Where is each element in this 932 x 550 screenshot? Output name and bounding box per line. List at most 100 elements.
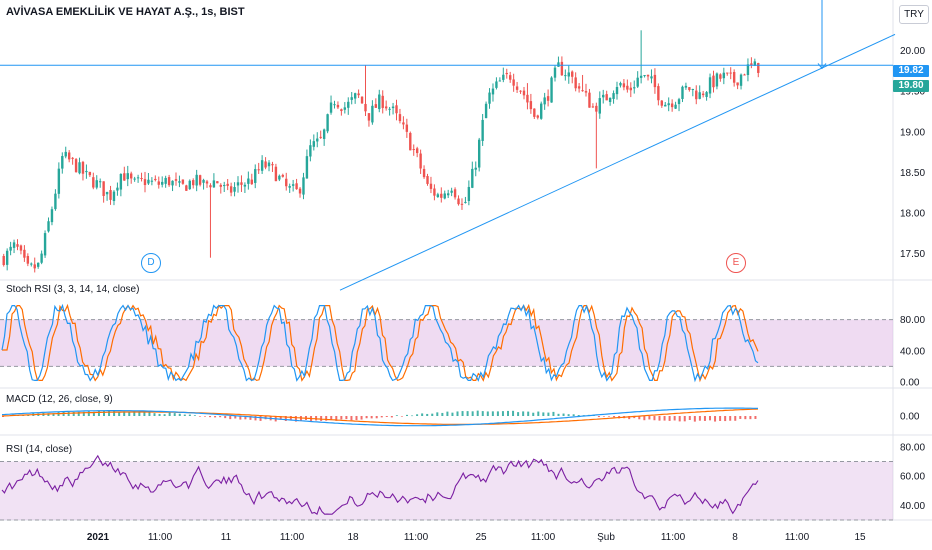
candle-body bbox=[581, 90, 584, 92]
macd-histogram-bar bbox=[87, 411, 90, 416]
candle-body bbox=[736, 82, 739, 86]
candle-body bbox=[12, 242, 16, 248]
time-axis-tick: Şub bbox=[597, 532, 615, 543]
macd-label[interactable]: MACD (12, 26, close, 9) bbox=[6, 394, 113, 405]
macd-histogram-bar bbox=[421, 413, 424, 416]
candle-body bbox=[712, 75, 715, 88]
candle-body bbox=[457, 198, 460, 205]
candle-body bbox=[205, 181, 209, 184]
time-axis-tick: 11:00 bbox=[148, 532, 173, 543]
macd-histogram-bar bbox=[542, 412, 545, 416]
candle-body bbox=[347, 101, 350, 108]
macd-histogram-bar bbox=[693, 416, 696, 422]
candle-body bbox=[681, 86, 684, 99]
macd-histogram-bar bbox=[416, 414, 419, 416]
macd-histogram-bar bbox=[254, 416, 257, 421]
macd-histogram-bar bbox=[385, 416, 388, 417]
time-axis-tick: 11:00 bbox=[404, 532, 429, 543]
candle-body bbox=[474, 167, 477, 170]
candle-body bbox=[471, 168, 474, 188]
candle-body bbox=[305, 156, 309, 179]
macd-histogram-bar bbox=[320, 416, 323, 421]
candle-body bbox=[546, 96, 550, 101]
macd-histogram-bar bbox=[567, 414, 570, 416]
time-axis-tick: 25 bbox=[475, 532, 487, 543]
macd-histogram-bar bbox=[729, 416, 732, 421]
candle-body bbox=[247, 178, 250, 184]
macd-histogram-bar bbox=[456, 411, 459, 416]
candle-body bbox=[109, 190, 112, 200]
candle-body bbox=[619, 82, 622, 86]
macd-histogram-bar bbox=[375, 416, 378, 419]
macd-histogram-bar bbox=[426, 413, 429, 416]
macd-histogram-bar bbox=[628, 416, 631, 420]
candle-body bbox=[550, 77, 553, 103]
candle-body bbox=[78, 162, 81, 174]
macd-histogram-bar bbox=[148, 412, 151, 416]
candle-body bbox=[281, 174, 285, 177]
candle-body bbox=[47, 221, 50, 232]
rsi-axis-tick: 80.00 bbox=[900, 442, 925, 453]
candle-body bbox=[157, 181, 160, 185]
candle-body bbox=[291, 184, 295, 186]
candle-body bbox=[95, 180, 98, 188]
stoch-rsi-label[interactable]: Stoch RSI (3, 3, 14, 14, close) bbox=[6, 284, 140, 295]
macd-histogram-bar bbox=[153, 413, 156, 416]
macd-histogram-bar bbox=[198, 416, 201, 417]
macd-histogram-bar bbox=[103, 410, 105, 416]
macd-histogram-bar bbox=[259, 416, 262, 421]
candle-body bbox=[50, 209, 54, 223]
macd-histogram-bar bbox=[602, 416, 605, 417]
macd-histogram-bar bbox=[466, 411, 469, 416]
macd-histogram-bar bbox=[471, 411, 474, 416]
candle-body bbox=[560, 61, 564, 76]
trendline bbox=[339, 33, 896, 291]
candle-body bbox=[533, 108, 536, 117]
candle-body bbox=[577, 86, 581, 89]
candles-group bbox=[2, 30, 760, 273]
macd-histogram-bar bbox=[724, 416, 727, 422]
candle-body bbox=[746, 64, 750, 76]
candle-body bbox=[412, 149, 415, 151]
candle-body bbox=[753, 61, 757, 66]
candle-body bbox=[405, 124, 409, 132]
candle-body bbox=[491, 88, 495, 95]
candle-body bbox=[391, 106, 395, 109]
candle-body bbox=[140, 178, 143, 180]
macd-histogram-bar bbox=[446, 411, 449, 416]
candle-body bbox=[154, 178, 157, 181]
candle-body bbox=[646, 74, 650, 77]
candle-body bbox=[739, 74, 743, 86]
macd-histogram-bar bbox=[703, 416, 706, 421]
macd-histogram-bar bbox=[517, 412, 520, 416]
candle-body bbox=[729, 72, 732, 74]
macd-histogram-bar bbox=[496, 411, 499, 416]
candle-body bbox=[643, 75, 646, 77]
candle-body bbox=[488, 92, 491, 104]
candle-body bbox=[639, 75, 643, 78]
candle-body bbox=[61, 156, 64, 169]
candle-body bbox=[267, 162, 271, 167]
currency-badge[interactable]: TRY bbox=[899, 5, 929, 24]
price-axis-tick: 19.00 bbox=[900, 127, 925, 138]
candle-body bbox=[633, 87, 636, 89]
candle-body bbox=[598, 98, 601, 114]
candle-body bbox=[164, 177, 167, 184]
time-axis-tick: 11:00 bbox=[531, 532, 556, 543]
event-badge-earnings[interactable]: E bbox=[726, 253, 746, 273]
macd-histogram-bar bbox=[754, 416, 757, 419]
stoch-axis-tick: 0.00 bbox=[900, 378, 920, 389]
macd-histogram-bar bbox=[284, 416, 287, 421]
candle-body bbox=[653, 74, 657, 88]
macd-line bbox=[1, 407, 759, 427]
macd-histogram-bar bbox=[340, 416, 343, 420]
price-axis-tick: 19.50 bbox=[900, 87, 925, 98]
candle-body bbox=[171, 180, 174, 186]
rsi-label[interactable]: RSI (14, close) bbox=[6, 444, 73, 455]
candle-body bbox=[288, 186, 291, 188]
candle-body bbox=[708, 77, 712, 94]
candle-body bbox=[615, 86, 619, 95]
event-badge-dividend[interactable]: D bbox=[141, 253, 161, 273]
candle-body bbox=[450, 190, 453, 193]
